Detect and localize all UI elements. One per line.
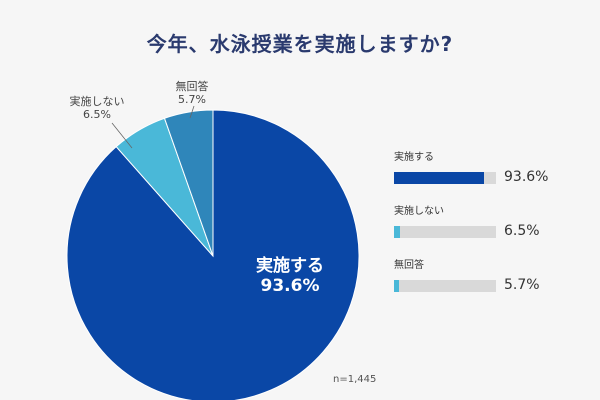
callout-not-implement-label: 実施しない [69,95,125,108]
legend-value: 6.5% [504,223,540,239]
pie-slice-no-answer [163,109,214,257]
chart-title: 今年、水泳授業を実施しますか? [146,32,454,56]
callout-lines [111,105,195,149]
legend: 実施する 93.6% 実施しない 6.5% 無回答 5.7% [394,150,594,312]
slice-label-implement: 実施する 93.6% [230,256,350,296]
slice-label-implement-value: 93.6% [260,276,320,296]
legend-bar-track [394,172,496,184]
legend-bar-track [394,280,496,292]
legend-item-not-implement: 実施しない 6.5% [394,204,594,258]
callout-no-answer-label: 無回答 [175,80,209,93]
sample-size-note: n=1,445 [333,374,377,385]
callout-not-implement-value: 6.5% [83,108,111,121]
callout-line-not-implement [111,122,133,149]
callout-no-answer: 無回答 5.7% [162,80,222,106]
legend-item-no-answer: 無回答 5.7% [394,258,594,312]
legend-label: 無回答 [394,260,424,271]
legend-value: 5.7% [504,277,540,293]
pie-slices [66,109,360,400]
legend-bar-fill [394,280,400,292]
callout-line-no-answer [189,105,195,119]
legend-bar-fill [394,226,401,238]
legend-bar-fill [394,172,484,184]
legend-bar-track [394,226,496,238]
legend-item-implement: 実施する 93.6% [394,150,594,204]
callout-not-implement: 実施しない 6.5% [62,95,132,121]
callout-no-answer-value: 5.7% [178,93,206,106]
slice-label-implement-name: 実施する [256,256,324,276]
legend-label: 実施しない [394,206,444,217]
legend-value: 93.6% [504,169,549,185]
legend-label: 実施する [394,152,434,163]
